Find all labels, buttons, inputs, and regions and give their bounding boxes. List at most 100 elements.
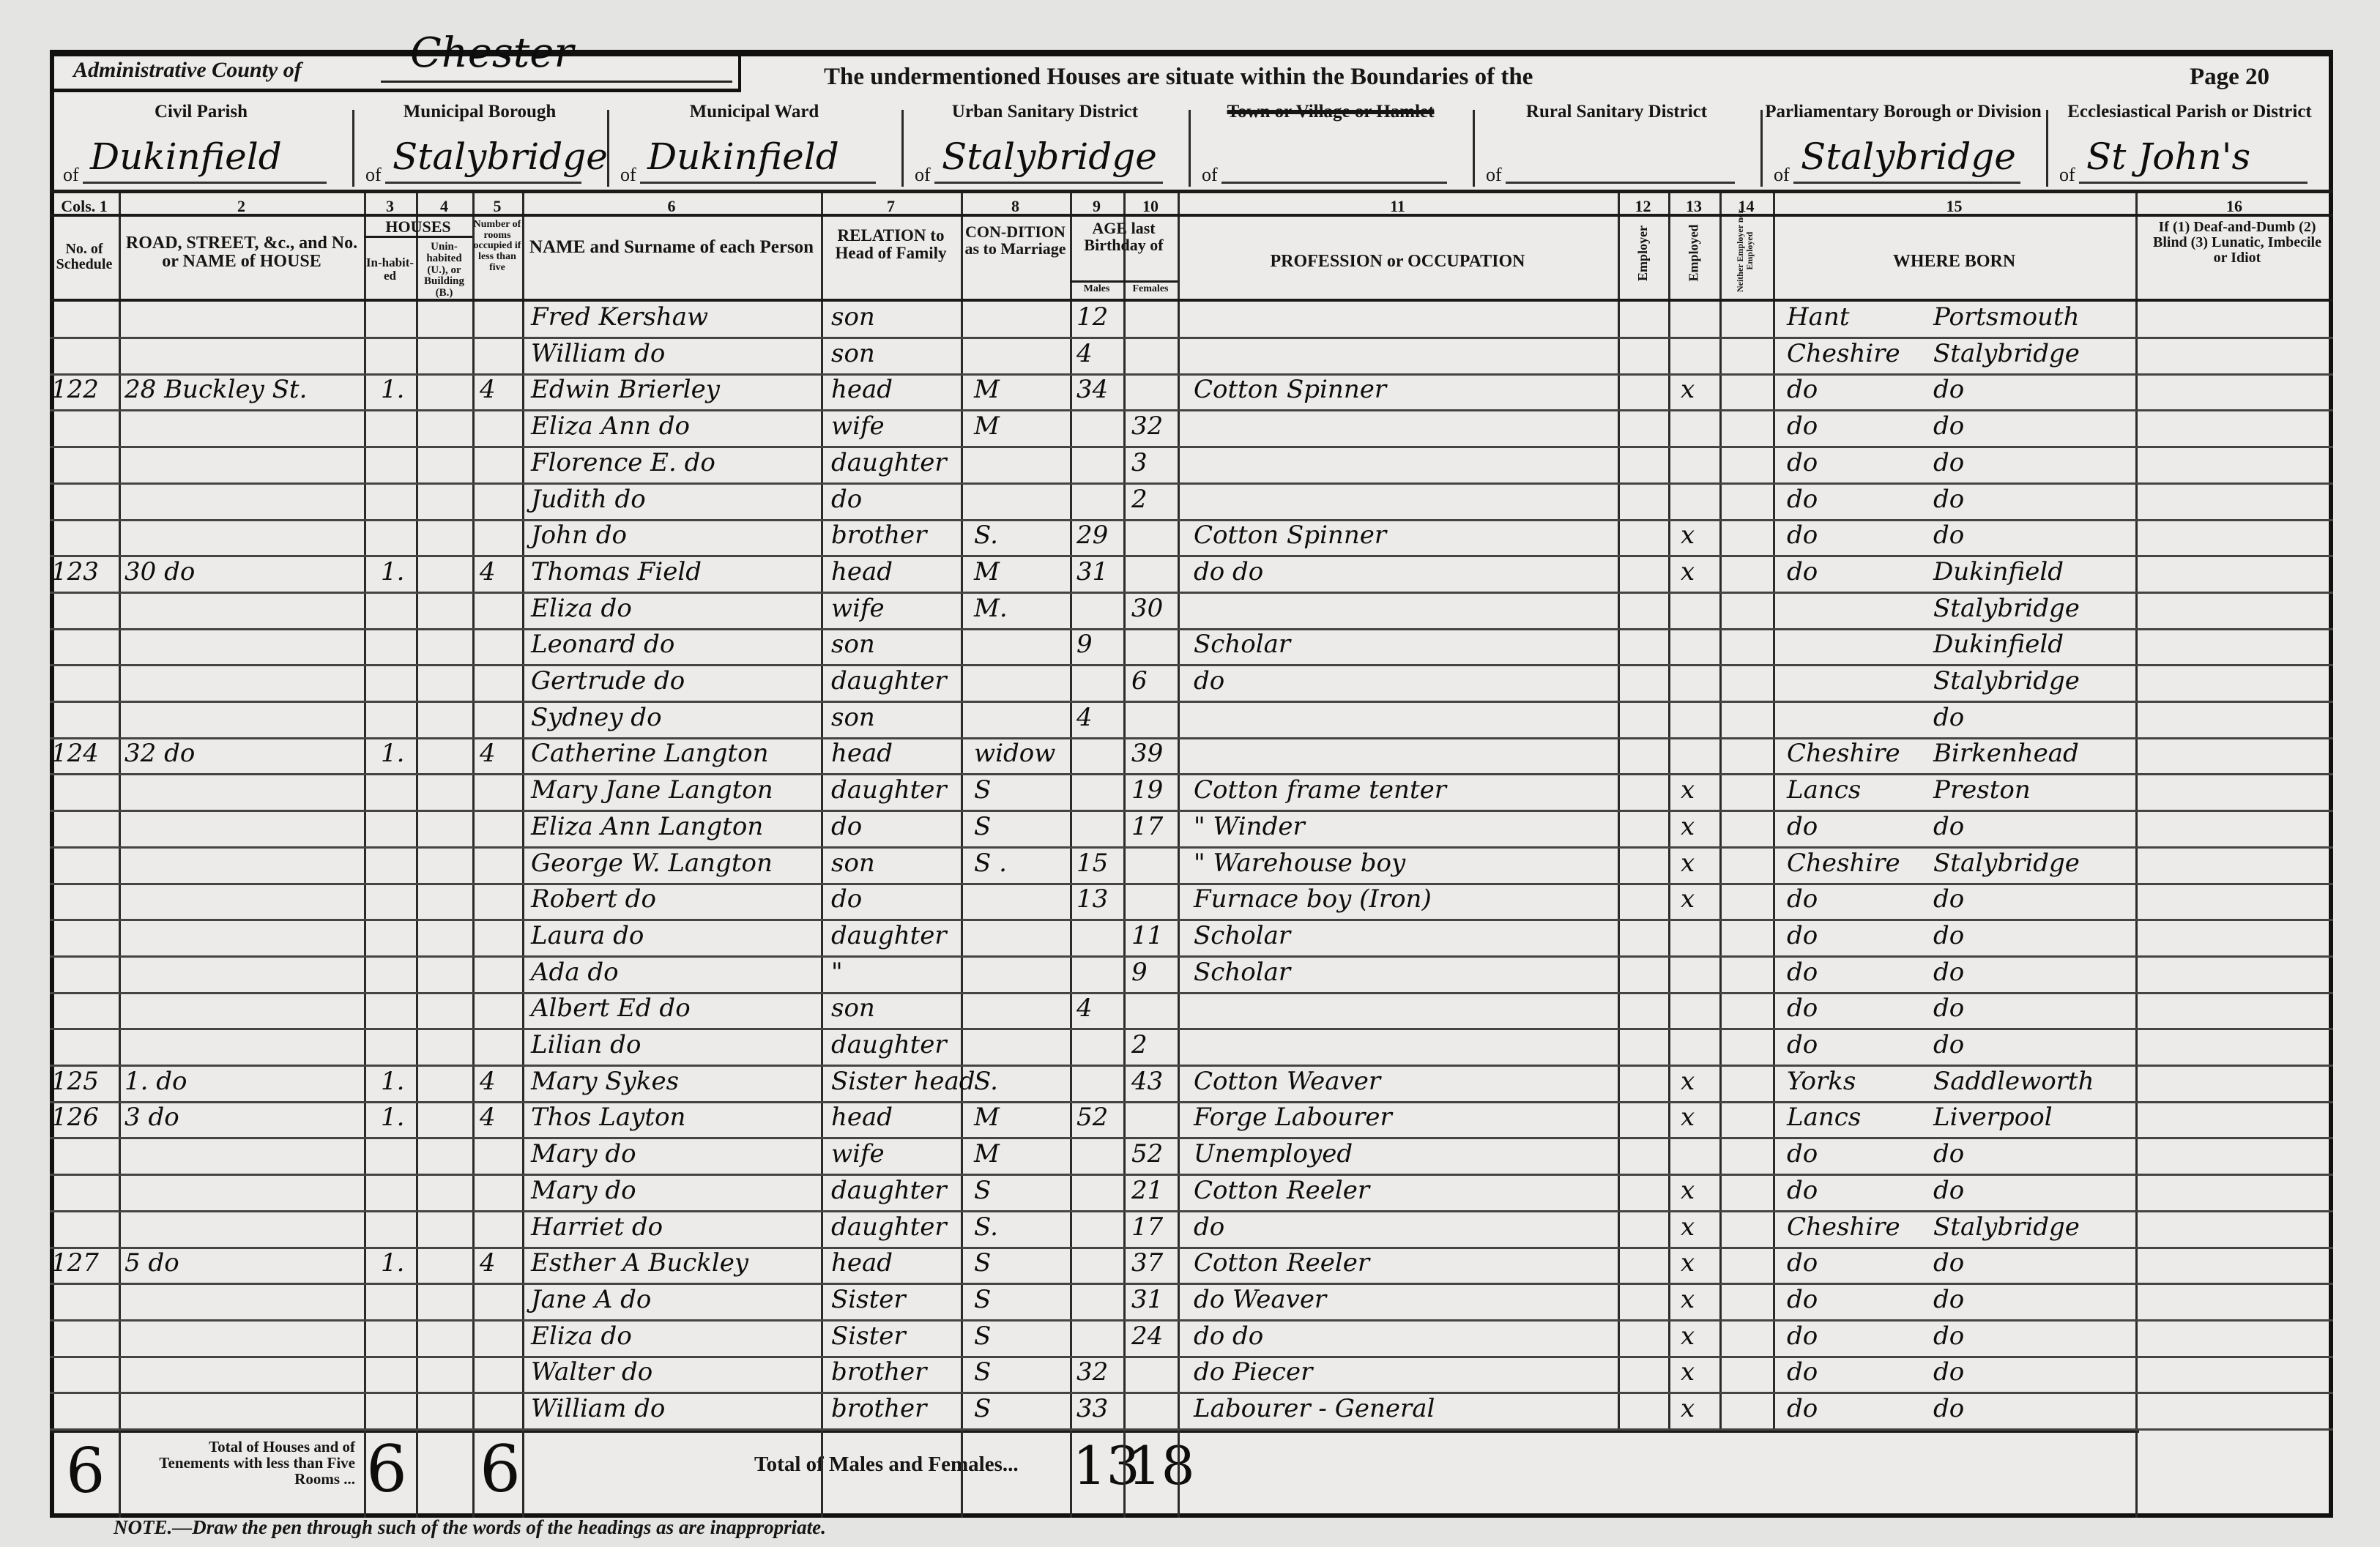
condition: M. xyxy=(974,594,1008,623)
schedule-number: 124 xyxy=(51,739,99,768)
column-number: 3 xyxy=(386,197,394,215)
employed-mark: x xyxy=(1681,1285,1695,1314)
header-name: NAME and Surname of each Person xyxy=(529,237,814,257)
condition: S xyxy=(974,1285,992,1314)
district-value: St John's xyxy=(2086,135,2251,178)
relation: daughter xyxy=(831,666,947,696)
relation: son xyxy=(831,339,875,368)
schedule-number: 125 xyxy=(51,1067,99,1096)
form-title: The undermentioned Houses are situate wi… xyxy=(824,64,1533,90)
admin-county-value: Chester xyxy=(410,29,574,77)
inhabited: 1. xyxy=(381,1248,405,1278)
table-row: 122 28 Buckley St. 1. 4 Edwin Brierley head M 3… xyxy=(50,374,2333,411)
occupation: Unemployed xyxy=(1194,1139,1353,1168)
condition: S. xyxy=(974,1067,998,1096)
relation: Sister xyxy=(831,1285,906,1314)
occupation: do do xyxy=(1194,1322,1264,1351)
row-rule xyxy=(50,337,2333,339)
born-place: do xyxy=(1933,448,1965,477)
header-where-born: WHERE BORN xyxy=(1892,252,2016,271)
born-county: do xyxy=(1787,411,1818,441)
header-houses: HOUSES xyxy=(385,217,451,236)
column-number: 12 xyxy=(1635,197,1651,215)
inhabited: 1. xyxy=(381,739,405,768)
age-male: 4 xyxy=(1076,703,1093,732)
born-county: Cheshire xyxy=(1787,849,1900,878)
table-row: 126 3 do 1. 4 Thos Layton head M 52 Forge Labour… xyxy=(50,1102,2333,1139)
header-neither: Neither Employer nor Employed xyxy=(1734,209,1755,293)
born-place: Stalybridge xyxy=(1933,1212,2080,1242)
admin-county-underline xyxy=(381,81,732,83)
age-female: 24 xyxy=(1131,1322,1164,1351)
age-female: 30 xyxy=(1131,594,1164,623)
row-rule xyxy=(50,1247,2333,1249)
condition: widow xyxy=(974,739,1056,768)
column-number: Cols. 1 xyxy=(61,197,108,215)
age-male: 33 xyxy=(1076,1394,1109,1423)
table-row: Harriet do daughter S. 17 do x Cheshire Stalybr… xyxy=(50,1212,2333,1249)
total-males: 13 xyxy=(1073,1435,1140,1496)
born-place: do xyxy=(1933,994,1965,1023)
table-row: Sydney do son 4 do xyxy=(50,702,2333,739)
district-of-prefix: of xyxy=(620,164,636,185)
condition: M xyxy=(974,1139,1000,1168)
row-rule xyxy=(50,409,2333,411)
table-row: William do son 4 Cheshire Stalybridge xyxy=(50,338,2333,376)
column-divider xyxy=(1618,193,1620,1431)
born-county: do xyxy=(1787,1394,1818,1423)
age-male: 52 xyxy=(1076,1103,1109,1132)
row-rule xyxy=(50,482,2333,485)
condition: S xyxy=(974,812,992,841)
address: 28 Buckley St. xyxy=(124,375,308,404)
row-rule xyxy=(50,1065,2333,1067)
occupation: do xyxy=(1194,666,1225,696)
condition: S xyxy=(974,1322,992,1351)
district-label: Ecclesiastical Parish or District xyxy=(2067,102,2312,122)
column-number: 2 xyxy=(237,197,245,215)
district-divider xyxy=(1760,110,1763,187)
district-of-prefix: of xyxy=(1774,164,1790,185)
district-of-prefix: of xyxy=(2059,164,2075,185)
person-name: Sydney do xyxy=(531,703,662,732)
relation: " xyxy=(831,958,843,987)
born-place: do xyxy=(1933,411,1965,441)
born-place: do xyxy=(1933,958,1965,987)
row-rule xyxy=(50,773,2333,775)
row-rule xyxy=(50,664,2333,666)
occupation: Scholar xyxy=(1194,630,1291,659)
condition: S. xyxy=(974,521,998,550)
relation: daughter xyxy=(831,921,947,950)
born-place: do xyxy=(1933,1030,1965,1059)
relation: head xyxy=(831,1248,893,1278)
row-rule xyxy=(50,737,2333,739)
column-number: 15 xyxy=(1946,197,1963,215)
column-divider xyxy=(1668,193,1670,1431)
table-row: George W. Langton son S . 15 " Warehouse boy… xyxy=(50,848,2333,885)
district-divider xyxy=(1189,110,1191,187)
column-divider xyxy=(961,193,963,1518)
person-name: William do xyxy=(531,1394,666,1423)
person-name: Robert do xyxy=(531,884,656,914)
age-female: 39 xyxy=(1131,739,1164,768)
occupation: do Piecer xyxy=(1194,1357,1313,1387)
header-condition: CON-DITION as to Marriage xyxy=(964,223,1066,258)
age-male: 29 xyxy=(1076,521,1109,550)
person-name: Mary do xyxy=(531,1139,636,1168)
row-rule xyxy=(50,628,2333,630)
person-name: Eliza Ann Langton xyxy=(531,812,764,841)
person-name: Fred Kershaw xyxy=(531,302,709,332)
born-place: Saddleworth xyxy=(1933,1067,2094,1096)
row-rule xyxy=(50,1428,2333,1431)
district-value: Stalybridge xyxy=(942,135,1157,178)
employed-mark: x xyxy=(1681,1394,1695,1423)
occupation: Scholar xyxy=(1194,921,1291,950)
table-row: Mary Jane Langton daughter S 19 Cotton frame… xyxy=(50,775,2333,812)
born-county: Cheshire xyxy=(1787,339,1900,368)
person-name: George W. Langton xyxy=(531,849,773,878)
condition: S . xyxy=(974,849,1007,878)
header-bottom-rule xyxy=(50,299,2333,302)
rooms: 4 xyxy=(480,1067,496,1096)
district-label: Town or Village or Hamlet xyxy=(1227,102,1435,122)
born-place: Stalybridge xyxy=(1933,339,2080,368)
occupation: Cotton Spinner xyxy=(1194,375,1387,404)
